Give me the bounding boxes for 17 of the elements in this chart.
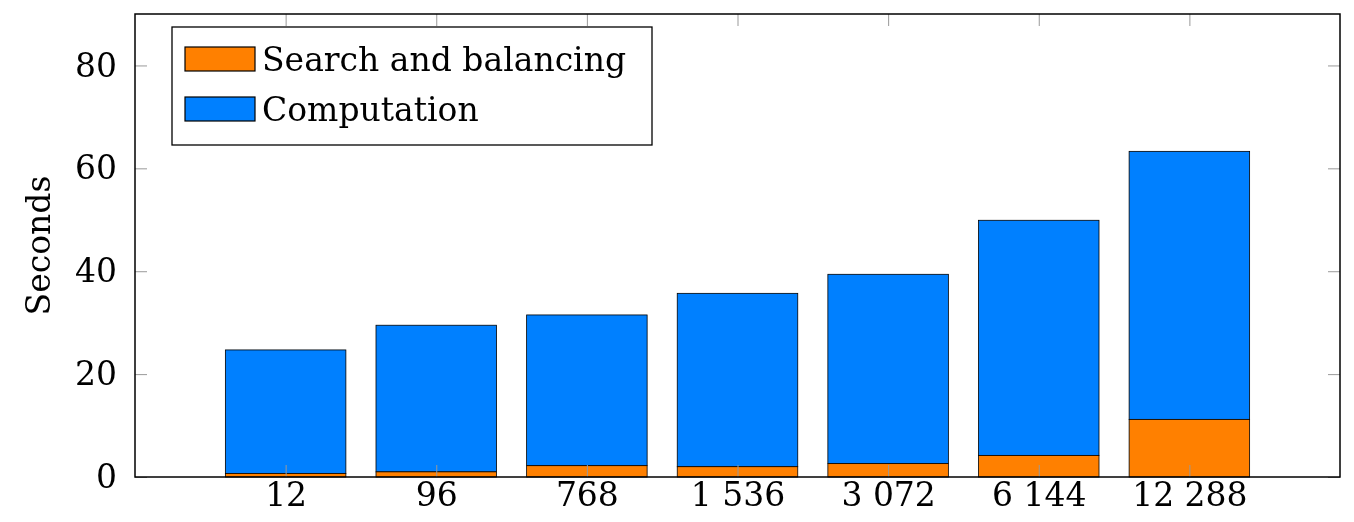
y-tick-label: 60	[75, 148, 117, 188]
legend-label: Computation	[262, 90, 479, 129]
y-tick-label: 0	[96, 457, 117, 497]
x-tick-label: 768	[555, 475, 619, 515]
y-tick-label: 40	[75, 251, 117, 291]
y-axis-title: Seconds	[19, 175, 58, 316]
x-tick-label: 1 536	[690, 475, 786, 515]
y-tick-label: 80	[75, 45, 117, 85]
x-tick-label: 12	[265, 475, 308, 515]
x-tick-label: 3 072	[841, 475, 936, 515]
y-tick-label: 20	[75, 354, 117, 394]
bar	[375, 324, 497, 473]
x-tick-label: 12 288	[1132, 475, 1248, 515]
bar	[224, 349, 347, 474]
x-tick-label: 96	[415, 475, 458, 515]
x-tick-label: 6 144	[992, 475, 1087, 515]
legend-label: Search and balancing	[262, 40, 627, 79]
